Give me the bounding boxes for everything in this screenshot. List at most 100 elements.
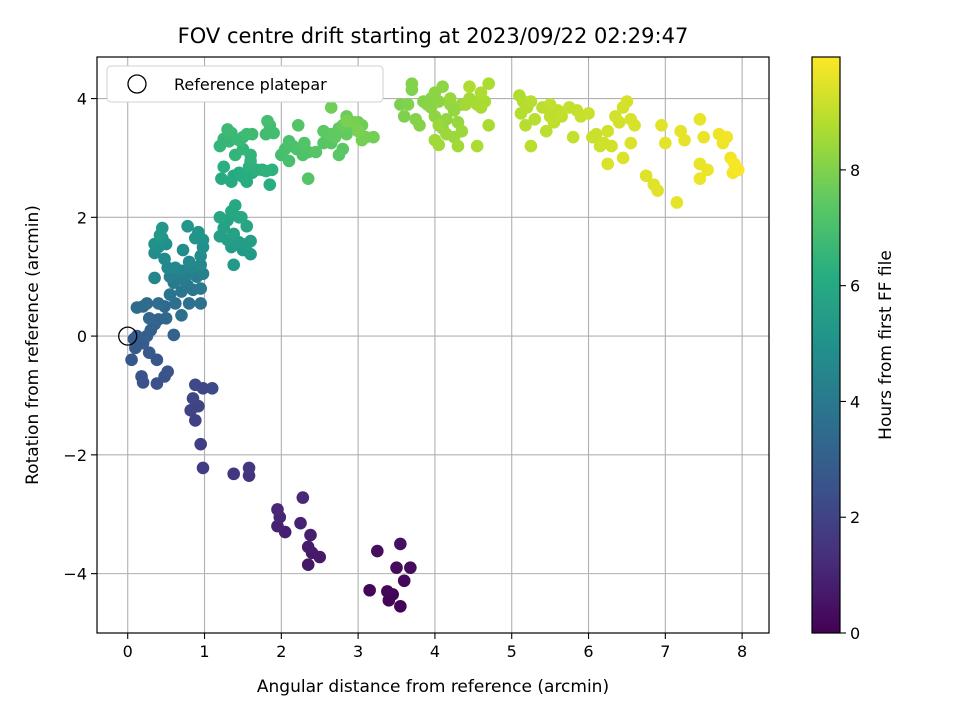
scatter-point [189, 378, 202, 392]
scatter-point [582, 107, 595, 120]
x-tick-label: 6 [583, 642, 593, 661]
scatter-point [474, 86, 488, 99]
scatter-point [404, 561, 417, 574]
x-tick-label: 1 [199, 642, 209, 661]
scatter-point [227, 227, 241, 241]
scatter-point [432, 138, 446, 152]
scatter-point [301, 558, 315, 572]
scatter-point [242, 461, 256, 475]
scatter-point [167, 328, 181, 342]
scatter-point [405, 77, 419, 91]
scatter-point [324, 101, 338, 114]
scatter-point [194, 297, 207, 310]
colorbar-tick-label: 4 [850, 392, 860, 411]
scatter-point [655, 118, 668, 132]
scatter-point [194, 258, 207, 272]
scatter-point [697, 130, 711, 144]
scatter-point [158, 252, 171, 266]
scatter-point [436, 80, 449, 93]
scatter-point [282, 154, 296, 168]
colorbar: 0 2 4 6 8 Hours from first FF file [811, 56, 896, 643]
scatter-point [244, 234, 257, 248]
scatter-point [182, 297, 196, 310]
x-tick-label: 8 [737, 642, 747, 661]
scatter-point [413, 118, 426, 132]
scatter-point [135, 370, 148, 383]
scatter-point [367, 130, 380, 144]
scatter-point [589, 127, 603, 141]
colorbar-ticks: 0 2 4 6 8 [840, 161, 860, 643]
x-axis-label: Angular distance from reference (arcmin) [257, 677, 609, 697]
scatter-point [482, 118, 495, 132]
scatter-point [189, 414, 202, 427]
scatter-point [651, 184, 664, 197]
plot-frame [96, 56, 770, 634]
scatter-point [601, 124, 615, 138]
y-axis-label: Rotation from reference (arcmin) [23, 205, 43, 485]
scatter-point [245, 127, 259, 141]
scatter-point [298, 136, 311, 150]
scatter-point [194, 437, 207, 451]
scatter-point [340, 114, 353, 128]
scatter-point [470, 139, 484, 153]
scatter-point [519, 118, 532, 132]
scatter-point [282, 135, 296, 148]
colorbar-label: Hours from first FF file [876, 250, 896, 440]
colorbar-tick-label: 2 [850, 508, 860, 527]
scatter-point [186, 392, 200, 405]
scatter-point [213, 211, 227, 224]
scatter-point [701, 163, 714, 177]
scatter-point [215, 172, 228, 186]
scatter-point [196, 461, 210, 475]
scatter-point [227, 258, 241, 272]
scatter-point [176, 243, 190, 257]
scatter-point [205, 382, 219, 395]
scatter-point [169, 261, 182, 275]
scatter-point [731, 163, 745, 177]
scatter-point [142, 346, 156, 360]
scatter-point [181, 219, 194, 233]
x-tick-label: 7 [660, 642, 670, 661]
scatter-point [152, 297, 165, 310]
scatter-point [221, 123, 234, 136]
scatter-point [612, 116, 626, 129]
scatter-point [524, 95, 538, 108]
scatter-point [394, 537, 407, 551]
x-tick-label: 2 [276, 642, 286, 661]
scatter-point [659, 136, 672, 150]
scatter-point [463, 80, 476, 93]
scatter-point [259, 164, 273, 178]
scatter-point [566, 130, 580, 144]
scatter-point [309, 145, 323, 159]
scatter-point [381, 585, 394, 598]
data-points [125, 77, 745, 613]
scatter-point [524, 139, 538, 153]
scatter-point [304, 528, 317, 542]
scatter-point [693, 113, 707, 126]
scatter-point [363, 583, 376, 597]
scatter-point [250, 163, 264, 177]
scatter-point [432, 95, 446, 108]
scatter-point [528, 113, 542, 126]
scatter-point [261, 114, 274, 128]
x-axis-ticks: 0 1 2 3 4 5 6 7 8 [123, 633, 747, 661]
scatter-point [271, 503, 284, 516]
scatter-point [555, 110, 568, 123]
scatter-point [616, 151, 630, 165]
x-tick-label: 3 [353, 642, 363, 661]
scatter-point [601, 157, 615, 171]
y-axis-ticks: −4 −2 0 2 4 [63, 90, 97, 584]
scatter-point [217, 160, 231, 174]
scatter-point [267, 126, 280, 140]
scatter-point [371, 544, 384, 558]
scatter-point [175, 309, 188, 322]
scatter-point [397, 110, 411, 123]
colorbar-tick-label: 0 [850, 624, 860, 643]
scatter-point [432, 118, 446, 132]
scatter-point [394, 599, 407, 613]
scatter-point [142, 311, 156, 325]
scatter-point [720, 130, 734, 144]
scatter-point [263, 178, 277, 191]
